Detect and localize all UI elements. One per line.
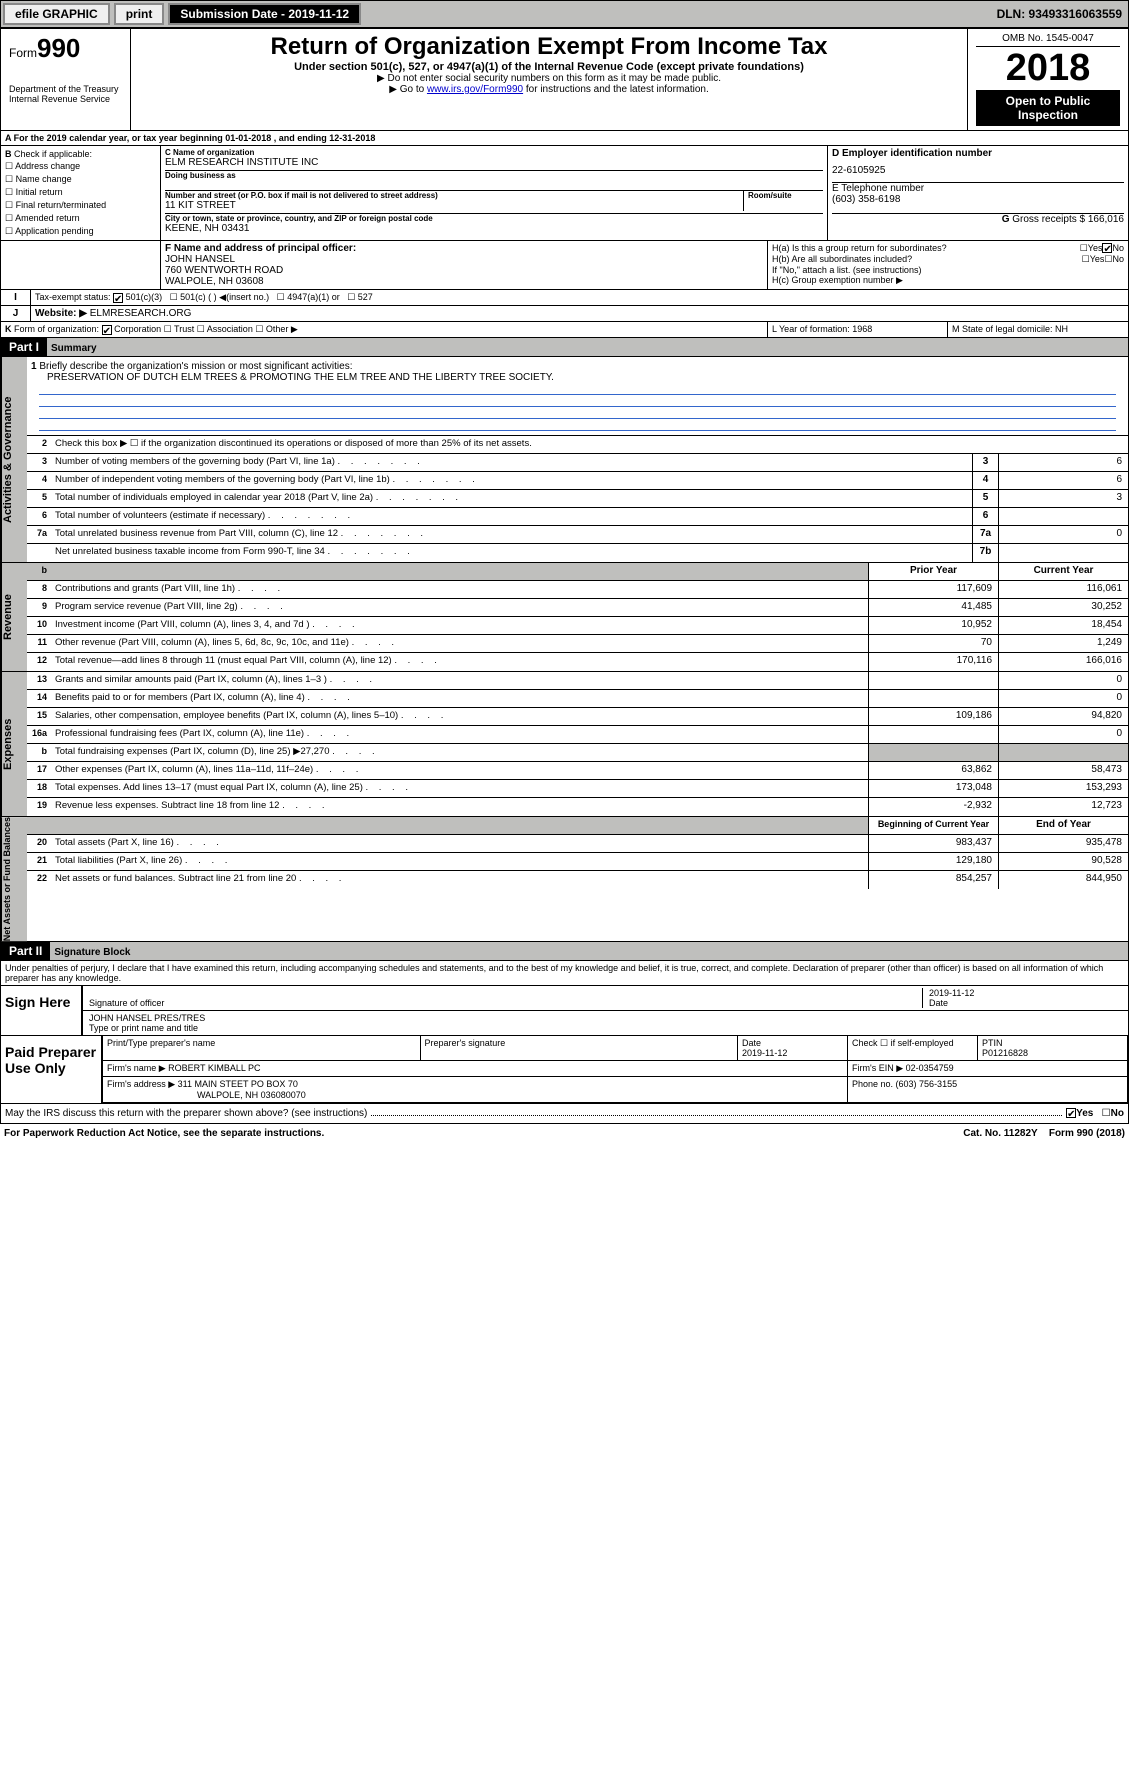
print-button[interactable]: print: [114, 3, 165, 25]
officer-name: JOHN HANSEL: [165, 254, 763, 265]
officer-addr2: WALPOLE, NH 03608: [165, 276, 763, 287]
mission: PRESERVATION OF DUTCH ELM TREES & PROMOT…: [31, 372, 1124, 383]
irs-link[interactable]: www.irs.gov/Form990: [427, 84, 523, 95]
sign-here-block: Sign Here Signature of officer2019-11-12…: [0, 986, 1129, 1036]
box-k: K Form of organization: Corporation ☐ Tr…: [1, 322, 768, 337]
strip-revenue: Revenue: [1, 563, 27, 671]
discuss-yes[interactable]: [1066, 1108, 1076, 1118]
strip-net: Net Assets or Fund Balances: [1, 817, 27, 941]
open-to-public: Open to Public Inspection: [976, 90, 1120, 126]
line-5: 5Total number of individuals employed in…: [27, 490, 1128, 508]
line-20: 20Total assets (Part X, line 16) . . . .…: [27, 835, 1128, 853]
chk-pending[interactable]: ☐ Application pending: [5, 225, 156, 238]
ptin: P01216828: [982, 1048, 1028, 1058]
form-header: Form990 Department of the Treasury Inter…: [0, 28, 1129, 131]
website: ELMRESEARCH.ORG: [90, 308, 192, 319]
line-12: 12Total revenue—add lines 8 through 11 (…: [27, 653, 1128, 671]
phone: (603) 358-6198: [832, 194, 1124, 205]
firm-phone: Phone no. (603) 756-3155: [848, 1077, 1128, 1103]
ein: 22-6105925: [832, 159, 1124, 182]
officer-addr1: 760 WENTWORTH ROAD: [165, 265, 763, 276]
line-22: 22Net assets or fund balances. Subtract …: [27, 871, 1128, 889]
chk-final[interactable]: ☐ Final return/terminated: [5, 199, 156, 212]
form-number: 990: [37, 33, 80, 63]
gross-receipts: Gross receipts $ 166,016: [1012, 214, 1124, 225]
line-10: 10Investment income (Part VIII, column (…: [27, 617, 1128, 635]
prep-date: 2019-11-12: [742, 1048, 787, 1058]
form-title: Return of Organization Exempt From Incom…: [139, 33, 959, 61]
firm-addr: 311 MAIN STEET PO BOX 70: [178, 1079, 298, 1089]
chk-address[interactable]: ☐ Address change: [5, 160, 156, 173]
line-21: 21Total liabilities (Part X, line 26) . …: [27, 853, 1128, 871]
firm-ein: Firm's EIN ▶ 02-0354759: [848, 1061, 1128, 1077]
chk-amended[interactable]: ☐ Amended return: [5, 212, 156, 225]
chk-501c3[interactable]: [113, 293, 123, 303]
discuss-row: May the IRS discuss this return with the…: [0, 1104, 1129, 1124]
submission-date: Submission Date - 2019-11-12: [168, 3, 361, 25]
part2-title: Signature Block: [50, 947, 130, 958]
info-block: B Check if applicable: ☐ Address change …: [0, 146, 1129, 241]
box-c: C Name of organization ELM RESEARCH INST…: [161, 146, 828, 240]
line-19: 19Revenue less expenses. Subtract line 1…: [27, 798, 1128, 816]
part1-label: Part I: [1, 338, 47, 356]
efile-button[interactable]: efile GRAPHIC: [3, 3, 110, 25]
note-2: ▶ Go to www.irs.gov/Form990 for instruct…: [139, 84, 959, 95]
line-8: 8Contributions and grants (Part VIII, li…: [27, 581, 1128, 599]
line-13: 13Grants and similar amounts paid (Part …: [27, 672, 1128, 690]
ha-no-check[interactable]: [1102, 243, 1112, 253]
footer: For Paperwork Reduction Act Notice, see …: [0, 1124, 1129, 1143]
firm-name: ROBERT KIMBALL PC: [168, 1063, 260, 1073]
part1-title: Summary: [47, 343, 97, 354]
line-15: 15Salaries, other compensation, employee…: [27, 708, 1128, 726]
chk-name[interactable]: ☐ Name change: [5, 173, 156, 186]
line-17: 17Other expenses (Part IX, column (A), l…: [27, 762, 1128, 780]
line-16a: 16aProfessional fundraising fees (Part I…: [27, 726, 1128, 744]
top-bar: efile GRAPHIC print Submission Date - 20…: [0, 0, 1129, 28]
fh-block: F Name and address of principal officer:…: [0, 241, 1129, 290]
line-3: 3Number of voting members of the governi…: [27, 454, 1128, 472]
line-6: 6Total number of volunteers (estimate if…: [27, 508, 1128, 526]
line-7a: 7aTotal unrelated business revenue from …: [27, 526, 1128, 544]
dln: DLN: 93493316063559: [997, 7, 1128, 21]
period-a: A For the 2019 calendar year, or tax yea…: [1, 131, 1128, 145]
tax-exempt-status: Tax-exempt status: 501(c)(3) ☐ 501(c) ( …: [31, 290, 1128, 305]
org-street: 11 KIT STREET: [165, 200, 743, 211]
officer-signed: JOHN HANSEL PRES/TRES: [89, 1013, 1122, 1023]
line-b: bTotal fundraising expenses (Part IX, co…: [27, 744, 1128, 762]
strip-governance: Activities & Governance: [1, 357, 27, 562]
box-b: B Check if applicable: ☐ Address change …: [1, 146, 161, 240]
org-name: ELM RESEARCH INSTITUTE INC: [165, 157, 823, 168]
sign-date: 2019-11-12: [929, 988, 1122, 998]
note-1: ▶ Do not enter social security numbers o…: [139, 73, 959, 84]
chk-corp[interactable]: [102, 325, 112, 335]
part1-body: Activities & Governance 1 Briefly descri…: [0, 357, 1129, 563]
chk-self-employed[interactable]: Check ☐ if self-employed: [848, 1036, 978, 1061]
line-18: 18Total expenses. Add lines 13–17 (must …: [27, 780, 1128, 798]
line-11: 11Other revenue (Part VIII, column (A), …: [27, 635, 1128, 653]
line-14: 14Benefits paid to or for members (Part …: [27, 690, 1128, 708]
box-deg: D Employer identification number 22-6105…: [828, 146, 1128, 240]
line-7b: Net unrelated business taxable income fr…: [27, 544, 1128, 562]
strip-expenses: Expenses: [1, 672, 27, 816]
form-subtitle: Under section 501(c), 527, or 4947(a)(1)…: [139, 61, 959, 73]
dept-treasury: Department of the Treasury Internal Reve…: [9, 84, 122, 104]
box-l: L Year of formation: 1968: [768, 322, 948, 337]
line-9: 9Program service revenue (Part VIII, lin…: [27, 599, 1128, 617]
line-4: 4Number of independent voting members of…: [27, 472, 1128, 490]
box-m: M State of legal domicile: NH: [948, 322, 1128, 337]
part2-label: Part II: [1, 942, 50, 960]
omb-number: OMB No. 1545-0047: [976, 33, 1120, 47]
paid-preparer-block: Paid Preparer Use Only Print/Type prepar…: [0, 1036, 1129, 1104]
tax-year: 2018: [976, 47, 1120, 90]
org-city: KEENE, NH 03431: [165, 223, 823, 234]
chk-initial[interactable]: ☐ Initial return: [5, 186, 156, 199]
form-prefix: Form: [9, 46, 37, 60]
penalty-text: Under penalties of perjury, I declare th…: [0, 961, 1129, 986]
